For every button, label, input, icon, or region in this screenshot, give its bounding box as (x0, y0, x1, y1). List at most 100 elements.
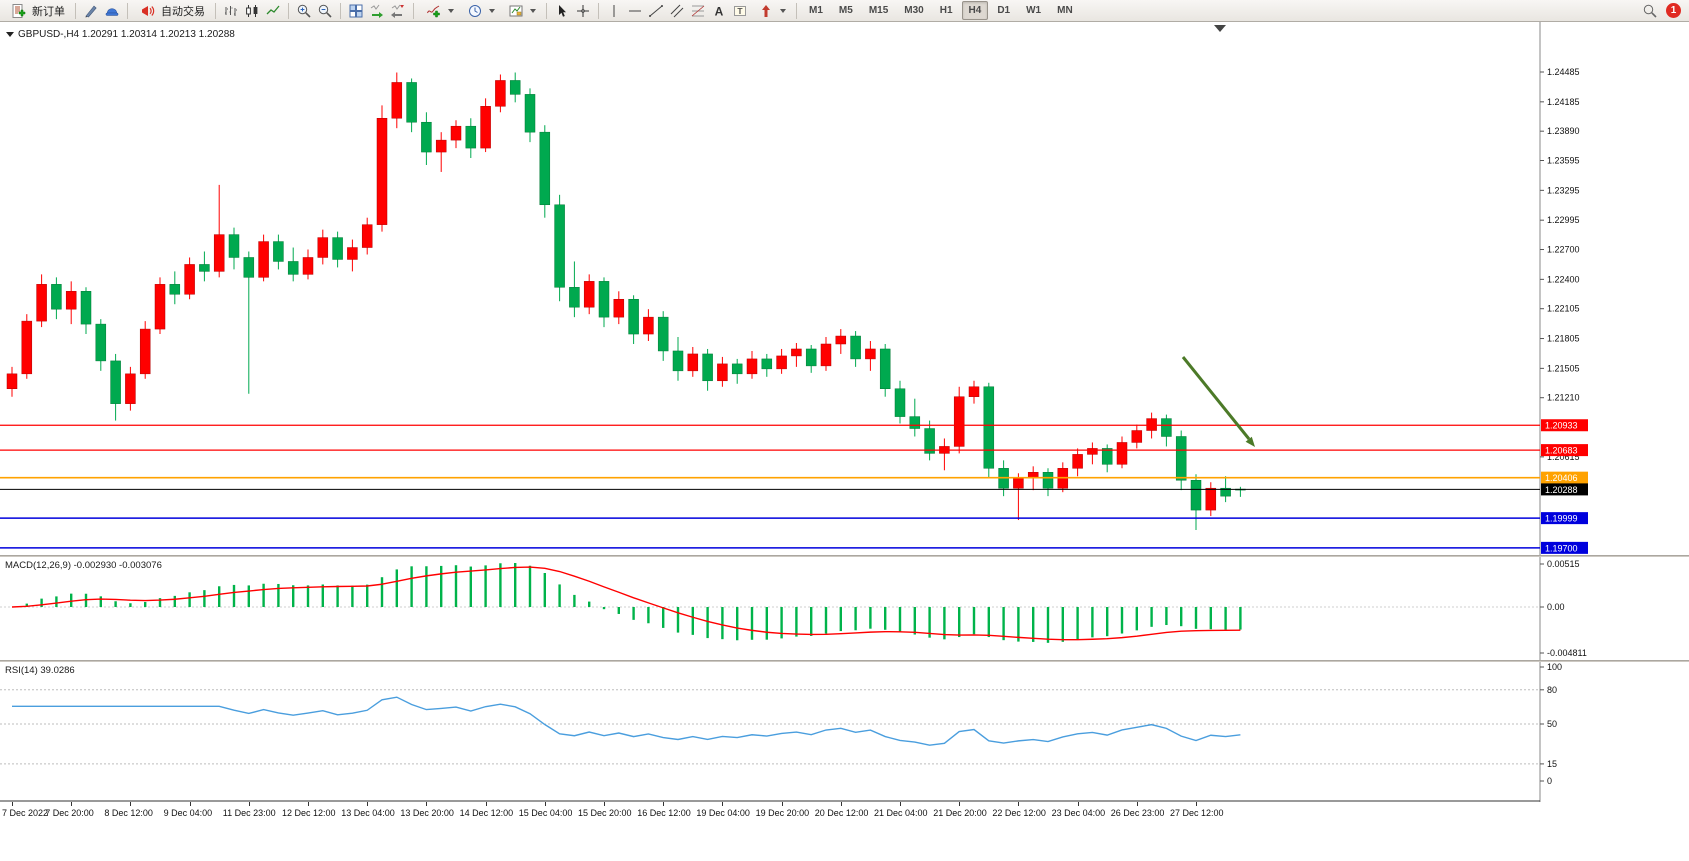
time-axis[interactable]: 7 Dec 2022 7 Dec 20:00 8 Dec 12:00 9 Dec 04… (0, 802, 1689, 824)
trend-arrow[interactable] (1181, 356, 1251, 440)
indicators-button[interactable] (419, 1, 459, 21)
macd-axis-label: 0.00515 (1547, 559, 1580, 569)
timeframe-mn[interactable]: MN (1057, 5, 1073, 16)
price-axis-label: 1.24485 (1547, 67, 1580, 77)
price-tag (1541, 419, 1588, 432)
candle-body (6, 373, 18, 389)
toolbar-separator (413, 2, 414, 19)
candlestick-chart-icon[interactable] (242, 1, 262, 20)
arrows-button[interactable] (751, 1, 791, 21)
candle-body (968, 386, 980, 397)
timeframe-h4[interactable]: H4 (961, 1, 989, 20)
time-axis-label: 22 Dec 12:00 (992, 808, 1046, 818)
tile-windows-icon[interactable] (346, 1, 366, 20)
line-chart-icon[interactable] (263, 1, 283, 20)
candle-body (539, 131, 551, 206)
arrows-icon (756, 1, 776, 20)
price-axis-label: 1.22400 (1547, 274, 1580, 284)
pane-separator[interactable] (0, 555, 1689, 557)
new-order-button[interactable]: 新订单 (4, 1, 70, 21)
chart-shift-icon[interactable] (388, 1, 408, 20)
cursor-icon[interactable] (552, 1, 572, 20)
candle-body (1190, 479, 1202, 511)
candle-body (1101, 448, 1113, 465)
time-tick (1077, 802, 1079, 806)
candle-body (1087, 448, 1098, 455)
timeframe-m15[interactable]: M15 (868, 5, 889, 16)
timeframe-m5[interactable]: M5 (838, 5, 853, 16)
label-icon[interactable]: T (730, 1, 750, 20)
candle-body (154, 284, 166, 330)
candle-body (1131, 430, 1143, 443)
price-axis-label: 1.23595 (1547, 156, 1580, 166)
candle-body (598, 281, 610, 318)
price-axis-label: 1.21805 (1547, 334, 1580, 344)
profiles-icon[interactable] (102, 1, 122, 20)
text-icon[interactable]: A (709, 1, 729, 20)
toolbar: 新订单 自动交易 (0, 0, 1689, 22)
bar-chart-icon[interactable] (221, 1, 241, 20)
dropdown-caret (448, 8, 454, 13)
templates-icon (506, 1, 526, 20)
time-tick (604, 802, 605, 806)
candle-body (791, 348, 802, 357)
time-axis-label: 15 Dec 04:00 (518, 808, 573, 818)
vertical-line-icon[interactable] (604, 1, 624, 20)
price-chart-pane[interactable]: 1.24485 1.24185 1.23890 1.23595 1.23295 1.229… (0, 22, 1689, 555)
indicators-icon (424, 1, 444, 20)
time-axis-label: 9 Dec 04:00 (163, 808, 213, 818)
time-tick (840, 802, 842, 806)
templates-button[interactable] (501, 1, 541, 21)
toolbar-separator (288, 2, 289, 19)
price-tag (1541, 512, 1588, 525)
candle-body (569, 287, 580, 308)
candle-body (672, 350, 684, 372)
fibonacci-icon[interactable] (688, 1, 708, 20)
auto-scroll-icon[interactable] (367, 1, 387, 20)
timeframe-d1[interactable]: D1 (997, 5, 1011, 16)
toolbar-separator (546, 2, 547, 19)
timeframe-m1[interactable]: M1 (809, 5, 823, 16)
time-axis-label: 12 Dec 12:00 (282, 808, 336, 818)
candle-body (361, 224, 373, 248)
pane-separator[interactable] (0, 660, 1689, 662)
timeframe-h1[interactable]: H1 (939, 5, 953, 16)
candle-body (1220, 487, 1231, 497)
candle-body (731, 363, 743, 375)
toolbar-separator (340, 2, 341, 19)
autotrading-button[interactable]: 自动交易 (133, 1, 210, 21)
zoom-out-icon[interactable] (315, 1, 335, 20)
timeframe-m30[interactable]: M30 (904, 5, 924, 16)
channel-icon[interactable] (667, 1, 687, 20)
zoom-in-icon[interactable] (294, 1, 314, 20)
candle-body (1205, 487, 1217, 511)
rsi-pane[interactable]: 100 80 50 15 0 (0, 662, 1689, 802)
autotrading-label: 自动交易 (161, 5, 205, 18)
timeframe-w1[interactable]: W1 (1026, 5, 1042, 16)
time-axis-label: 7 Dec 2022 (2, 808, 49, 818)
time-tick (1018, 802, 1020, 806)
price-tag (1541, 541, 1588, 554)
time-tick (12, 802, 13, 806)
time-axis-label: 7 Dec 20:00 (45, 808, 94, 818)
metaeditor-icon[interactable] (81, 1, 101, 20)
notification-badge[interactable]: 1 (1666, 3, 1681, 18)
candle-body (480, 106, 491, 149)
time-tick (663, 802, 665, 806)
macd-pane[interactable]: 0.00515 0.00 -0.004811 (0, 557, 1689, 660)
autotrading-icon (138, 1, 158, 20)
svg-text:T: T (737, 5, 743, 15)
periods-button[interactable] (460, 1, 500, 21)
crosshair-icon[interactable] (573, 1, 593, 20)
search-icon[interactable] (1640, 1, 1660, 20)
time-axis-label: 23 Dec 04:00 (1051, 808, 1106, 818)
candle-body (983, 386, 995, 469)
time-tick (71, 802, 73, 806)
candle-body (820, 343, 832, 367)
trendline-icon[interactable] (646, 1, 666, 20)
collapse-icon[interactable] (6, 32, 14, 37)
time-axis-label: 13 Dec 04:00 (341, 808, 395, 818)
horizontal-line-icon[interactable] (625, 1, 645, 20)
chart-shift-marker[interactable] (1214, 25, 1226, 32)
time-axis-label: 21 Dec 20:00 (933, 808, 987, 818)
